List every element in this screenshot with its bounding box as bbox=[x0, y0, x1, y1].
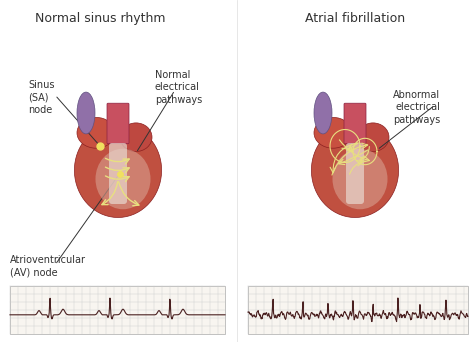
Text: Atrioventricular
(AV) node: Atrioventricular (AV) node bbox=[10, 255, 86, 277]
FancyBboxPatch shape bbox=[248, 286, 468, 334]
FancyBboxPatch shape bbox=[107, 103, 129, 144]
Text: Abnormal
electrical
pathways: Abnormal electrical pathways bbox=[393, 90, 440, 125]
Ellipse shape bbox=[332, 149, 388, 209]
Ellipse shape bbox=[120, 123, 152, 152]
Text: Normal sinus rhythm: Normal sinus rhythm bbox=[35, 12, 165, 25]
Ellipse shape bbox=[314, 117, 352, 148]
FancyBboxPatch shape bbox=[344, 103, 366, 144]
FancyBboxPatch shape bbox=[109, 143, 127, 204]
FancyBboxPatch shape bbox=[346, 143, 364, 204]
Ellipse shape bbox=[95, 149, 151, 209]
Text: Normal
electrical
pathways: Normal electrical pathways bbox=[155, 70, 202, 105]
Ellipse shape bbox=[77, 117, 115, 148]
Text: Sinus
(SA)
node: Sinus (SA) node bbox=[28, 80, 55, 115]
Ellipse shape bbox=[357, 123, 389, 152]
Polygon shape bbox=[74, 124, 162, 218]
FancyBboxPatch shape bbox=[10, 286, 225, 334]
Text: Atrial fibrillation: Atrial fibrillation bbox=[305, 12, 405, 25]
Polygon shape bbox=[311, 124, 399, 218]
Ellipse shape bbox=[77, 92, 95, 134]
Ellipse shape bbox=[314, 92, 332, 134]
